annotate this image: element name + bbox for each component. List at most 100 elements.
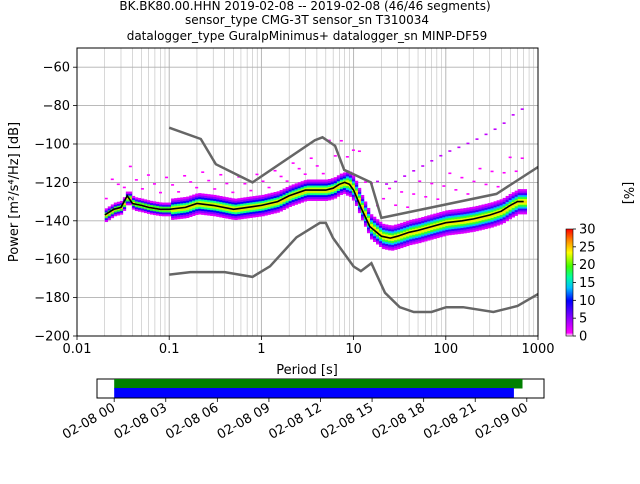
- heatmap-cell: [391, 234, 395, 238]
- heatmap-cell: [351, 186, 356, 190]
- heatmap-cell: [273, 199, 277, 202]
- heatmap-cell: [258, 214, 262, 217]
- heatmap-cell: [195, 210, 199, 214]
- heatmap-cell: [439, 154, 443, 157]
- heatmap-cell: [514, 190, 518, 193]
- heatmap-cell: [134, 179, 138, 181]
- heatmap-cell: [436, 226, 440, 229]
- heatmap-cell: [357, 150, 361, 153]
- heatmap-cell: [451, 213, 455, 216]
- heatmap-cell: [303, 187, 307, 191]
- heatmap-cell: [505, 203, 509, 206]
- heatmap-cell: [249, 211, 253, 215]
- heatmap-cell: [415, 220, 419, 223]
- heatmap-cell: [451, 217, 455, 220]
- heatmap-cell: [412, 242, 416, 245]
- heatmap-cell: [261, 214, 265, 217]
- timeline-tick-label: 02-08 00: [60, 400, 118, 442]
- heatmap-cell: [418, 231, 422, 234]
- heatmap-cell: [412, 223, 416, 226]
- heatmap-cell: [216, 208, 220, 212]
- heatmap-cell: [490, 217, 494, 220]
- heatmap-cell: [454, 213, 458, 216]
- heatmap-cell: [502, 171, 506, 174]
- heatmap-cell: [219, 201, 223, 205]
- heatmap-cell: [478, 167, 482, 170]
- heatmap-cell: [430, 222, 434, 225]
- heatmap-cell: [104, 217, 109, 221]
- heatmap-cell: [514, 204, 518, 207]
- heatmap-cell: [354, 203, 359, 207]
- heatmap-cell: [252, 199, 256, 203]
- heatmap-cell: [376, 219, 380, 222]
- heatmap-cell: [249, 209, 253, 213]
- heatmap-cell: [225, 208, 229, 211]
- heatmap-cell: [517, 192, 521, 196]
- heatmap-cell: [195, 206, 199, 210]
- heatmap-cell: [342, 191, 347, 194]
- heatmap-cell: [493, 222, 497, 225]
- heatmap-cell: [388, 230, 392, 234]
- heatmap-cell: [484, 205, 488, 208]
- heatmap-cell: [400, 245, 404, 249]
- heatmap-cell: [300, 192, 304, 195]
- heatmap-cell: [333, 194, 338, 197]
- heatmap-cell: [388, 244, 392, 247]
- heatmap-cell: [195, 212, 199, 215]
- heatmap-cell: [168, 204, 172, 207]
- heatmap-cell: [451, 230, 455, 233]
- heatmap-cell: [484, 211, 488, 214]
- heatmap-cell: [508, 195, 512, 199]
- heatmap-cell: [445, 218, 449, 221]
- heatmap-cell: [336, 184, 341, 188]
- heatmap-cell: [376, 240, 380, 243]
- heatmap-cell: [222, 213, 226, 217]
- heatmap-cell: [403, 239, 407, 242]
- heatmap-cell: [309, 181, 314, 184]
- heatmap-cell: [511, 192, 515, 195]
- heatmap-cell: [454, 189, 458, 191]
- heatmap-cell: [333, 182, 338, 186]
- heatmap-cell: [351, 179, 356, 182]
- heatmap-cell: [312, 183, 317, 186]
- heatmap-cell: [330, 183, 335, 187]
- heatmap-cell: [261, 208, 265, 211]
- heatmap-cell: [391, 227, 395, 230]
- heatmap-cell: [502, 220, 506, 224]
- heatmap-cell: [140, 202, 145, 205]
- heatmap-cell: [264, 194, 268, 197]
- heatmap-cell: [373, 234, 377, 237]
- heatmap-cell: [373, 222, 377, 225]
- heatmap-cell: [143, 199, 148, 202]
- heatmap-cell: [273, 211, 277, 214]
- heatmap-cell: [499, 206, 503, 210]
- heatmap-cell: [321, 191, 326, 194]
- heatmap-cell: [128, 191, 133, 194]
- heatmap-cell: [327, 198, 332, 201]
- heatmap-cell: [131, 205, 136, 208]
- heatmap-cell: [406, 230, 410, 233]
- heatmap-cell: [409, 225, 413, 228]
- heatmap-cell: [318, 198, 323, 201]
- heatmap-cell: [339, 179, 344, 182]
- heatmap-cell: [490, 209, 494, 213]
- heatmap-cell: [222, 215, 226, 219]
- heatmap-cell: [469, 226, 473, 229]
- heatmap-cell: [131, 203, 136, 206]
- heatmap-cell: [324, 185, 329, 188]
- heatmap-cell: [222, 204, 226, 207]
- heatmap-cell: [267, 204, 271, 208]
- heatmap-cell: [222, 198, 226, 201]
- heatmap-cell: [210, 198, 214, 201]
- heatmap-cell: [439, 217, 443, 220]
- heatmap-cell: [466, 213, 470, 216]
- heatmap-cell: [312, 185, 317, 188]
- heatmap-cell: [478, 222, 482, 225]
- heatmap-cell: [333, 177, 338, 180]
- heatmap-cell: [454, 228, 458, 231]
- heatmap-cell: [445, 216, 449, 219]
- heatmap-cell: [418, 227, 422, 230]
- heatmap-cell: [234, 212, 238, 215]
- heatmap-cell: [171, 198, 175, 201]
- heatmap-cell: [303, 197, 307, 200]
